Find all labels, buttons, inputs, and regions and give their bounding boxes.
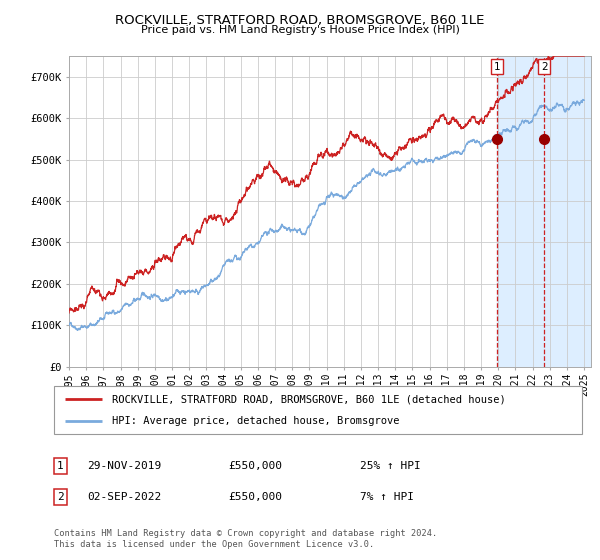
Text: £550,000: £550,000: [228, 461, 282, 471]
Text: 29-NOV-2019: 29-NOV-2019: [87, 461, 161, 471]
Text: 1: 1: [57, 461, 64, 471]
Text: HPI: Average price, detached house, Bromsgrove: HPI: Average price, detached house, Brom…: [112, 416, 400, 426]
Text: Price paid vs. HM Land Registry's House Price Index (HPI): Price paid vs. HM Land Registry's House …: [140, 25, 460, 35]
Text: ROCKVILLE, STRATFORD ROAD, BROMSGROVE, B60 1LE: ROCKVILLE, STRATFORD ROAD, BROMSGROVE, B…: [115, 14, 485, 27]
Bar: [497, 56, 591, 367]
Text: £550,000: £550,000: [228, 492, 282, 502]
Text: 02-SEP-2022: 02-SEP-2022: [87, 492, 161, 502]
Text: 2: 2: [57, 492, 64, 502]
Text: 1: 1: [494, 62, 500, 72]
FancyBboxPatch shape: [54, 386, 582, 434]
Text: 25% ↑ HPI: 25% ↑ HPI: [360, 461, 421, 471]
Text: ROCKVILLE, STRATFORD ROAD, BROMSGROVE, B60 1LE (detached house): ROCKVILLE, STRATFORD ROAD, BROMSGROVE, B…: [112, 394, 506, 404]
Text: 7% ↑ HPI: 7% ↑ HPI: [360, 492, 414, 502]
Text: Contains HM Land Registry data © Crown copyright and database right 2024.
This d: Contains HM Land Registry data © Crown c…: [54, 529, 437, 549]
Text: 2: 2: [541, 62, 547, 72]
